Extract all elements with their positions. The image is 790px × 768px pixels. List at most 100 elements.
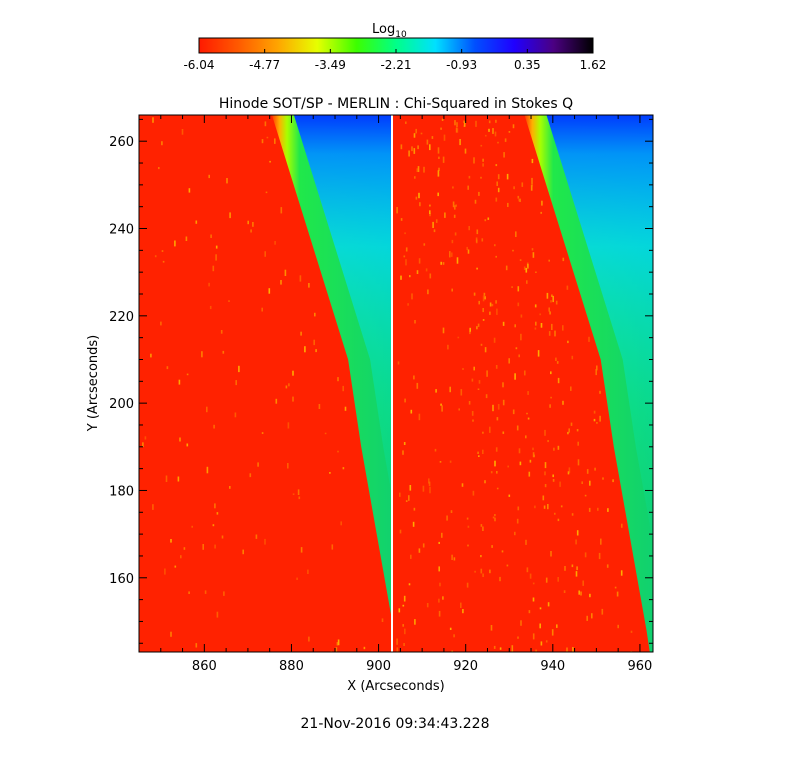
speckle: [474, 199, 477, 204]
speckle: [292, 370, 294, 376]
speckle: [188, 591, 190, 594]
speckle: [212, 524, 215, 527]
speckle: [528, 610, 531, 614]
speckle: [447, 344, 449, 350]
speckle: [440, 261, 442, 265]
speckle: [617, 624, 619, 629]
speckle: [499, 647, 502, 650]
speckle: [492, 516, 495, 519]
speckle: [452, 186, 454, 189]
speckle: [484, 347, 487, 353]
speckle: [411, 146, 413, 152]
speckle: [495, 255, 497, 258]
speckle: [330, 650, 333, 652]
colorbar-tick-label: -2.21: [380, 58, 411, 72]
colorbar-label: Log10: [372, 22, 407, 40]
speckle: [160, 321, 162, 326]
speckle: [507, 202, 509, 207]
speckle: [422, 485, 425, 492]
speckle: [297, 489, 300, 495]
speckle: [596, 422, 598, 424]
speckle: [517, 506, 520, 511]
speckle: [512, 409, 515, 415]
speckle: [280, 207, 283, 214]
colorbar-tick-label: -4.77: [249, 58, 280, 72]
speckle: [547, 440, 549, 443]
speckle: [532, 452, 535, 458]
speckle: [454, 120, 456, 126]
speckle: [466, 246, 468, 250]
speckle: [503, 152, 505, 158]
speckle: [417, 145, 419, 150]
speckle: [517, 195, 520, 199]
speckle: [403, 255, 406, 258]
speckle: [512, 249, 514, 252]
speckle: [416, 168, 418, 172]
speckle: [467, 525, 470, 528]
speckle: [221, 535, 224, 539]
speckle: [517, 636, 519, 639]
speckle: [174, 565, 177, 568]
speckle: [548, 307, 550, 312]
speckle: [449, 386, 451, 393]
speckle: [451, 288, 453, 292]
x-axis-label: X (Arcseconds): [347, 679, 444, 694]
speckle: [516, 425, 519, 431]
speckle: [540, 641, 543, 646]
speckle: [548, 331, 551, 336]
speckle: [539, 607, 542, 610]
speckle: [210, 234, 212, 238]
speckle: [527, 391, 529, 395]
speckle: [480, 176, 482, 179]
speckle: [413, 507, 416, 511]
speckle: [442, 596, 444, 600]
speckle: [423, 166, 425, 173]
speckle: [542, 495, 545, 501]
speckle: [304, 346, 306, 353]
speckle: [400, 218, 403, 221]
speckle: [494, 244, 496, 247]
speckle: [490, 471, 493, 474]
speckle: [402, 624, 404, 627]
speckle: [564, 566, 566, 571]
panel-left-corona: [293, 115, 391, 491]
speckle: [584, 552, 587, 558]
speckle: [161, 250, 164, 252]
speckle: [478, 455, 480, 457]
speckle: [449, 251, 451, 258]
speckle: [161, 141, 163, 146]
speckle: [497, 404, 500, 410]
speckle: [552, 295, 554, 303]
speckle: [438, 610, 441, 617]
x-tick-label: 960: [628, 659, 653, 674]
speckle: [188, 188, 191, 193]
speckle: [299, 275, 302, 282]
speckle: [453, 214, 456, 218]
speckle: [162, 260, 165, 263]
speckle: [441, 118, 444, 121]
speckle: [482, 308, 484, 313]
speckle: [428, 481, 431, 487]
speckle: [166, 366, 169, 370]
speckle: [544, 471, 546, 476]
speckle: [444, 212, 446, 218]
speckle: [337, 639, 340, 646]
speckle: [562, 325, 564, 331]
speckle: [513, 186, 515, 190]
speckle: [521, 182, 524, 187]
speckle: [482, 319, 485, 321]
speckle: [607, 508, 609, 512]
speckle: [209, 305, 212, 310]
speckle: [292, 396, 294, 402]
y-tick-label: 200: [109, 397, 134, 412]
speckle: [480, 555, 482, 558]
speckle: [425, 268, 428, 272]
speckle: [495, 447, 498, 452]
speckle: [552, 474, 554, 478]
y-tick-label: 180: [109, 484, 134, 499]
speckle: [544, 484, 547, 488]
speckle: [405, 121, 407, 124]
speckle: [216, 512, 219, 515]
speckle: [556, 361, 559, 364]
speckle: [264, 538, 266, 545]
